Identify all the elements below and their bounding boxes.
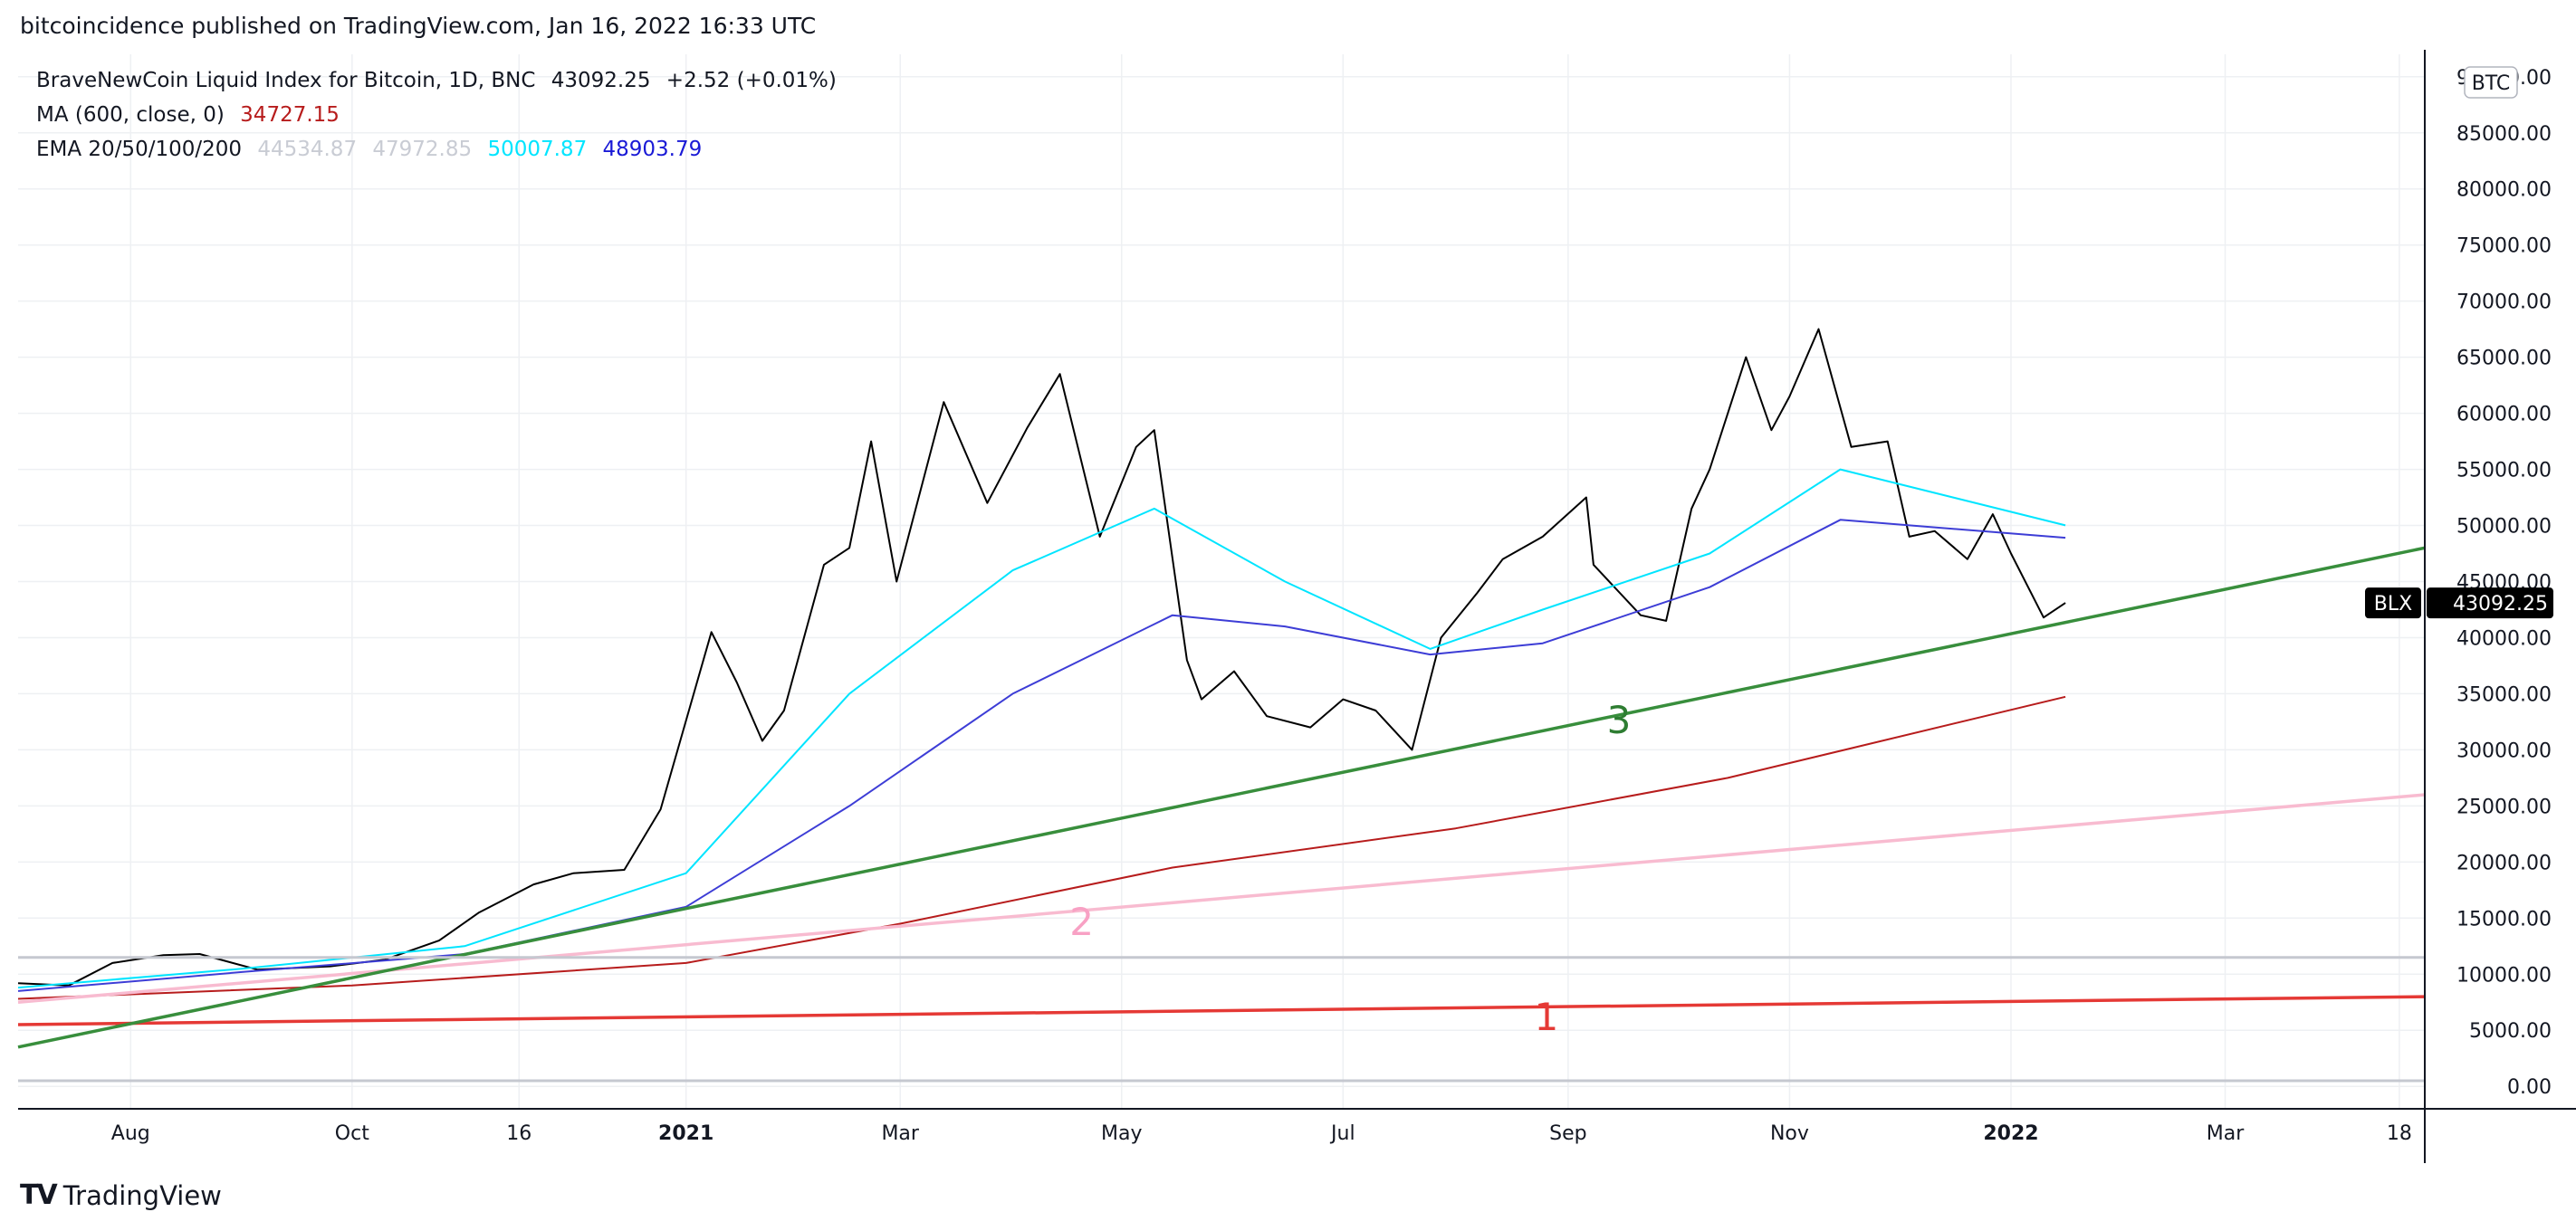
chart-series <box>17 328 2426 1083</box>
legend-ema-100: 50007.87 <box>487 138 588 161</box>
legend-ema-50: 47972.85 <box>372 138 473 161</box>
price-tick-label: 0.00 <box>2507 1076 2552 1099</box>
time-tick-label: Mar <box>2207 1122 2245 1145</box>
price-tick-label: 85000.00 <box>2456 123 2552 146</box>
tradingview-brand-label: TradingView <box>62 1179 222 1211</box>
price-tick-label: 35000.00 <box>2456 683 2552 706</box>
time-tick-label: May <box>1101 1122 1142 1145</box>
series-line-2 <box>17 793 2426 1005</box>
annotation-label: 1 <box>1534 995 1558 1039</box>
legend-ema: EMA 20/50/100/200 44534.87 47972.85 5000… <box>36 138 711 161</box>
chart-grid <box>18 54 2425 1109</box>
series-ema-100 <box>17 468 2066 989</box>
legend-ma-name: MA (600, close, 0) <box>36 103 225 127</box>
series-line-3 <box>17 546 2426 1049</box>
time-tick-label: 2021 <box>658 1122 713 1145</box>
time-tick-label: 18 <box>2387 1122 2412 1145</box>
time-tick-label: 2022 <box>1983 1122 2038 1145</box>
price-tick-label: 15000.00 <box>2456 908 2552 930</box>
chart-axes: 90000.0085000.0080000.0075000.0070000.00… <box>18 50 2576 1163</box>
chart-annotations: 1 2 3 <box>1069 698 1631 1039</box>
legend-ma-value: 34727.15 <box>240 103 340 127</box>
last-symbol-badge <box>2365 587 2421 619</box>
price-tick-label: 40000.00 <box>2456 627 2552 650</box>
price-tick-label: 20000.00 <box>2456 852 2552 874</box>
time-tick-label: Jul <box>1329 1122 1355 1145</box>
currency-badge-label: BTC <box>2472 72 2511 95</box>
time-tick-label: Oct <box>335 1122 369 1145</box>
price-tick-label: 25000.00 <box>2456 796 2552 818</box>
legend-ma: MA (600, close, 0) 34727.15 <box>36 103 349 127</box>
price-tick-label: 65000.00 <box>2456 348 2552 370</box>
attribution-header: bitcoincidence published on TradingView.… <box>20 13 817 39</box>
price-tick-label: 30000.00 <box>2456 740 2552 762</box>
series-bravenewcoin-liquid-index-for-bitcoin <box>17 328 2066 987</box>
time-tick-label: Sep <box>1549 1122 1586 1145</box>
price-tick-label: 70000.00 <box>2456 291 2552 314</box>
currency-badge <box>2464 66 2518 99</box>
price-tick-label: 75000.00 <box>2456 235 2552 258</box>
legend-symbol-last: 43092.25 <box>551 69 651 92</box>
price-tick-label: 5000.00 <box>2469 1020 2552 1043</box>
price-tick-label: 60000.00 <box>2456 404 2552 426</box>
last-price-label: 43092.25 <box>2453 593 2548 616</box>
time-tick-label: 16 <box>506 1122 531 1145</box>
series-ema-200 <box>17 519 2066 992</box>
legend-symbol-name: BraveNewCoin Liquid Index for Bitcoin, 1… <box>36 69 536 92</box>
tradingview-logo-icon: TV <box>20 1179 58 1211</box>
annotation-label: 3 <box>1607 698 1632 742</box>
legend-ema-200: 48903.79 <box>602 138 703 161</box>
legend-symbol-change: +2.52 (+0.01%) <box>666 69 837 92</box>
legend-ema-20: 44534.87 <box>257 138 358 161</box>
time-tick-label: Aug <box>111 1122 150 1145</box>
price-tick-label: 80000.00 <box>2456 179 2552 202</box>
last-symbol-label: BLX <box>2374 593 2412 616</box>
series-line-1 <box>17 995 2426 1026</box>
price-tick-label: 10000.00 <box>2456 964 2552 987</box>
time-tick-label: Nov <box>1770 1122 1809 1145</box>
legend-ema-name: EMA 20/50/100/200 <box>36 138 243 161</box>
annotation-label: 2 <box>1069 900 1094 944</box>
price-tick-label: 55000.00 <box>2456 460 2552 482</box>
legend-symbol: BraveNewCoin Liquid Index for Bitcoin, 1… <box>36 69 846 92</box>
tradingview-brand[interactable]: TV TradingView <box>20 1179 222 1211</box>
series-ma-600 <box>17 695 2066 1000</box>
last-price-badge <box>2427 587 2553 619</box>
time-tick-label: Mar <box>881 1122 919 1145</box>
price-tick-label: 50000.00 <box>2456 516 2552 539</box>
